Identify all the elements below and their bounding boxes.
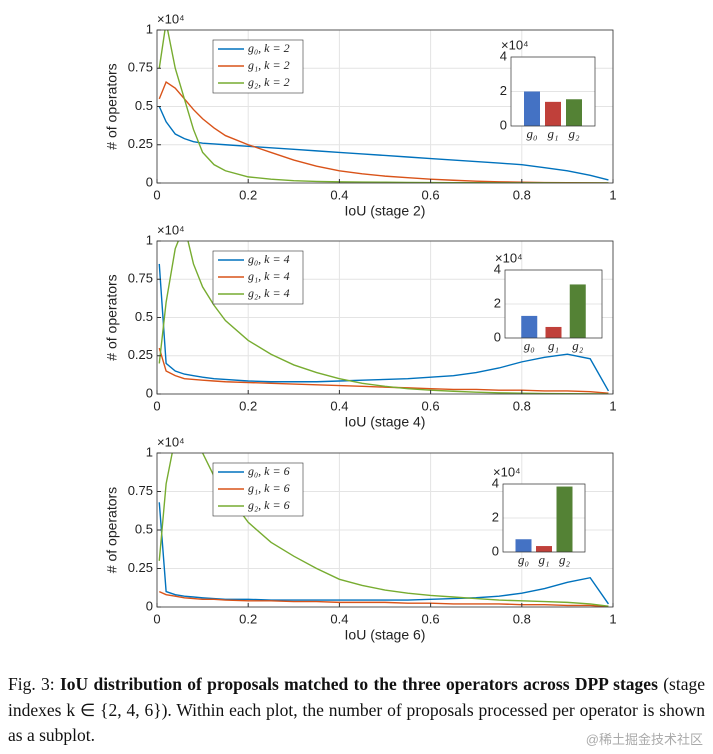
inset-x-tick-label: g₀	[524, 338, 535, 353]
x-tick-label: 0	[153, 398, 160, 413]
series-line	[158, 106, 609, 181]
x-tick-label: 0.6	[422, 611, 440, 626]
inset-y-tick-label: 2	[494, 295, 501, 310]
x-tick-label: 1	[609, 187, 616, 202]
y-multiplier: ×10⁴	[157, 222, 185, 237]
y-tick-label: 0.5	[135, 98, 153, 113]
inset-bar	[545, 101, 561, 126]
inset-box	[504, 269, 603, 339]
inset-box	[510, 56, 596, 127]
inset-bar	[515, 539, 532, 552]
y-tick-label: 0.25	[128, 136, 153, 151]
y-multiplier: ×10⁴	[157, 434, 185, 449]
inset-y-tick-label: 0	[492, 543, 499, 558]
y-tick-label: 0.5	[135, 309, 153, 324]
x-axis-label: IoU (stage 6)	[345, 627, 426, 643]
x-tick-label: 1	[609, 611, 616, 626]
inset-x-tick-label: g₁	[547, 126, 558, 141]
y-tick-label: 1	[146, 444, 153, 459]
x-tick-label: 0.6	[422, 398, 440, 413]
series-line	[158, 502, 610, 605]
x-tick-label: 0.4	[330, 187, 348, 202]
x-tick-label: 0	[153, 187, 160, 202]
legend-label: g₁, k = 2	[248, 58, 290, 72]
x-tick-label: 0	[153, 611, 160, 626]
caption-text: (stage indexes k ∈ {2, 4, 6}). Within ea…	[8, 674, 705, 745]
x-tick-label: 0.2	[239, 187, 257, 202]
y-multiplier: ×10⁴	[157, 11, 185, 26]
inset-y-tick-label: 4	[494, 261, 501, 276]
y-axis-label: # of operators	[104, 487, 120, 573]
y-tick-label: 0.25	[128, 347, 153, 362]
x-tick-label: 0.4	[330, 398, 348, 413]
inset-y-tick-label: 4	[500, 48, 507, 63]
y-axis-label: # of operators	[104, 274, 120, 360]
inset-x-tick-label: g₀	[518, 552, 529, 567]
inset-x-tick-label: g₂	[559, 552, 571, 567]
inset-y-tick-label: 4	[492, 475, 499, 490]
y-axis-label: # of operators	[104, 63, 120, 149]
chart: 0 0.25 0.5 0.75 1 0 0.2 0.4 0.6 0.8 1 ×10⁴ IoU (stag…	[104, 11, 617, 643]
inset-bar	[536, 546, 552, 552]
series-line	[158, 453, 609, 607]
inset-bar	[524, 91, 540, 126]
inset-x-tick-label: g₀	[526, 126, 537, 141]
caption-label: Fig. 3:	[8, 674, 55, 694]
watermark: @稀土掘金技术社区	[585, 732, 703, 747]
y-tick-label: 0.75	[128, 60, 153, 75]
legend-label: g₁, k = 4	[248, 269, 290, 283]
y-tick-label: 0	[146, 598, 153, 613]
legend-label: g₀, k = 2	[248, 41, 290, 55]
x-tick-label: 0.8	[513, 398, 531, 413]
inset-y-multiplier: ×10⁴	[501, 37, 529, 52]
y-tick-label: 1	[146, 232, 153, 247]
inset-y-multiplier: ×10⁴	[493, 464, 521, 479]
inset-bar	[566, 99, 582, 126]
y-tick-label: 0.5	[135, 521, 153, 536]
inset-y-tick-label: 0	[494, 329, 501, 344]
y-tick-label: 0.75	[128, 271, 153, 286]
inset-y-multiplier: ×10⁴	[495, 250, 523, 265]
x-tick-label: 0.8	[513, 611, 531, 626]
caption: Fig. 3: IoU distribution of proposals ma…	[8, 672, 705, 749]
series-line	[158, 263, 610, 392]
inset-bar	[556, 486, 573, 552]
inset-bar	[569, 284, 586, 338]
inset-x-tick-label: g₁	[538, 552, 549, 567]
x-tick-label: 0.4	[330, 611, 348, 626]
y-tick-label: 0	[146, 174, 153, 189]
y-tick-label: 1	[146, 21, 153, 36]
inset-x-tick-label: g₂	[572, 338, 584, 353]
x-axis-label: IoU (stage 4)	[345, 414, 426, 430]
legend-label: g₂, k = 4	[248, 286, 290, 300]
x-tick-label: 0.2	[239, 611, 257, 626]
x-tick-label: 0.6	[422, 187, 440, 202]
x-tick-label: 0.2	[239, 398, 257, 413]
inset-box	[502, 483, 586, 553]
caption-bold: IoU distribution of proposals matched to…	[59, 674, 658, 694]
y-tick-label: 0.75	[128, 483, 153, 498]
y-tick-label: 0	[146, 385, 153, 400]
legend-label: g₀, k = 4	[248, 252, 290, 266]
legend-label: g₁, k = 6	[248, 481, 290, 495]
x-tick-label: 1	[609, 398, 616, 413]
legend-label: g₂, k = 2	[248, 75, 290, 89]
x-tick-label: 0.8	[513, 187, 531, 202]
legend-label: g₀, k = 6	[248, 464, 290, 478]
inset-x-tick-label: g₁	[548, 338, 559, 353]
x-axis-label: IoU (stage 2)	[345, 203, 426, 219]
inset-bar	[545, 326, 562, 338]
y-tick-label: 0.25	[128, 560, 153, 575]
inset-x-tick-label: g₂	[568, 126, 580, 141]
legend-label: g₂, k = 6	[248, 498, 290, 512]
inset-bar	[521, 315, 538, 338]
inset-y-tick-label: 0	[500, 117, 507, 132]
inset-y-tick-label: 2	[492, 509, 499, 524]
inset-y-tick-label: 2	[500, 83, 507, 98]
